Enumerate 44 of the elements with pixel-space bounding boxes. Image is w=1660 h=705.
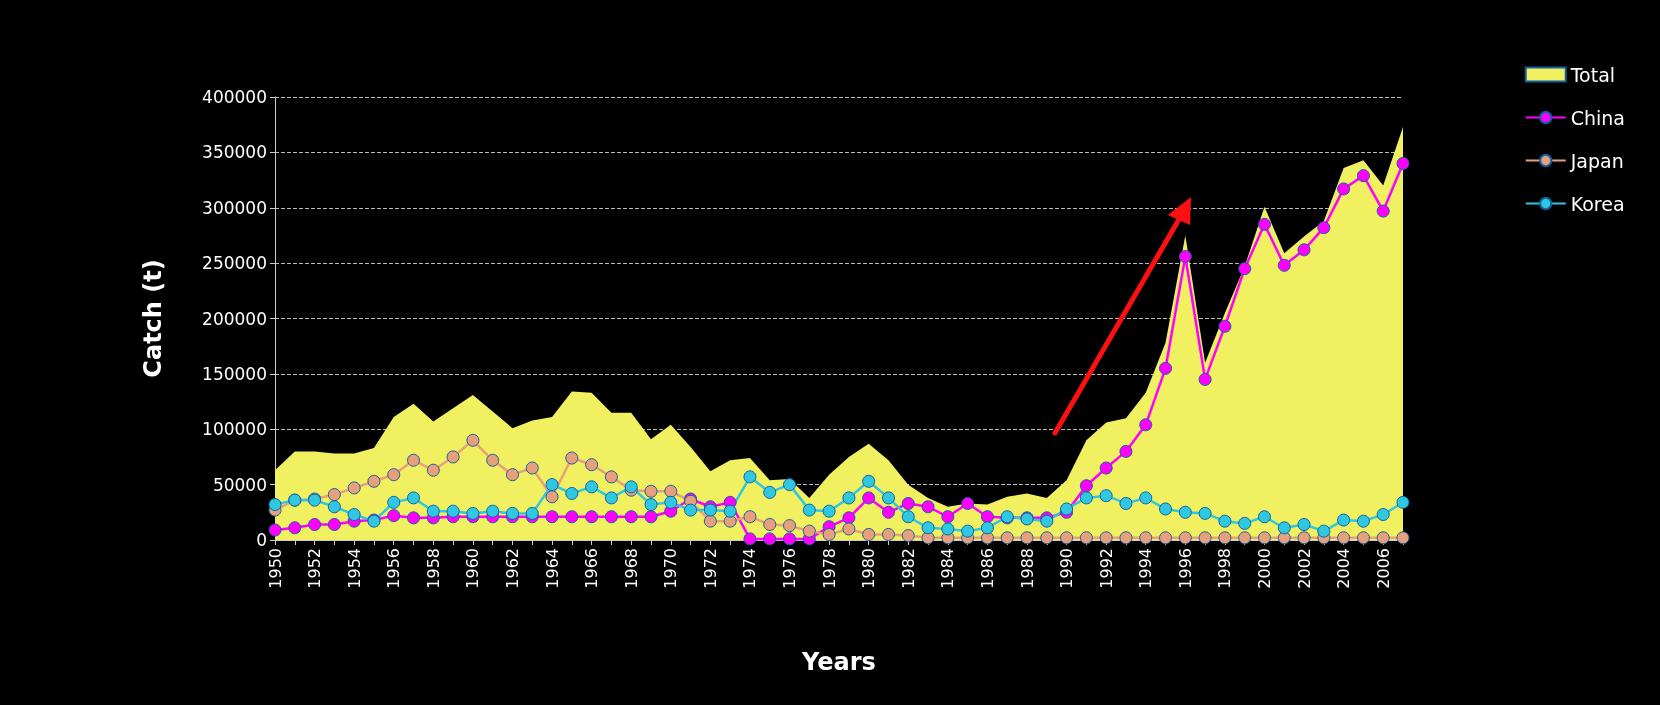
y-tick-label: 0 [256, 530, 267, 550]
x-tick-label: 1976 [780, 548, 800, 589]
x-tick-label: 1952 [305, 548, 325, 589]
x-tick-label: 1968 [621, 548, 641, 589]
x-tick-label: 1980 [859, 548, 879, 589]
x-tick-label: 2002 [1294, 548, 1314, 589]
x-tick-label: 1974 [740, 548, 760, 589]
x-tick-label: 1960 [463, 548, 483, 589]
x-tick-label: 1996 [1175, 548, 1195, 589]
x-axis-title: Years [801, 648, 876, 676]
x-tick-label: 1962 [502, 548, 522, 589]
x-tick-label: 1972 [700, 548, 720, 589]
x-tick-label: 1990 [1057, 548, 1077, 589]
x-tick-label: 1958 [423, 548, 443, 589]
x-tick-label: 2006 [1373, 548, 1393, 589]
x-tick-label: 1950 [265, 548, 285, 589]
x-tick-label: 1994 [1136, 548, 1156, 589]
y-tick-label: 50000 [212, 474, 267, 495]
x-tick-label: 1986 [977, 548, 997, 589]
y-tick-label: 250000 [202, 253, 267, 274]
x-tick-label: 1964 [542, 548, 562, 589]
x-tick-label: 1982 [898, 548, 918, 589]
x-tick-label: 2000 [1254, 548, 1274, 589]
x-tick-label: 1966 [582, 548, 602, 589]
x-tick-label: 1956 [384, 548, 404, 589]
y-tick-label: 150000 [202, 363, 267, 384]
x-tick-label: 1970 [661, 548, 681, 589]
x-tick-label: 1998 [1215, 548, 1235, 589]
legend-label: Total [1569, 63, 1616, 86]
y-axis-title: Catch (t) [139, 259, 167, 378]
legend-label: Korea [1570, 192, 1625, 215]
x-tick-label: 1978 [819, 548, 839, 589]
x-tick-label: 1988 [1017, 548, 1037, 589]
legend-label: China [1570, 106, 1626, 129]
x-tick-label: 2004 [1334, 548, 1354, 589]
y-tick-label: 300000 [202, 197, 267, 218]
x-tick-label: 1992 [1096, 548, 1116, 589]
y-tick-label: 100000 [202, 419, 267, 440]
x-tick-label: 1954 [344, 548, 364, 589]
x-tick-label: 1984 [938, 548, 958, 589]
y-tick-label: 200000 [202, 308, 267, 329]
legend-label: Japan [1569, 149, 1624, 172]
y-tick-label: 350000 [202, 142, 267, 163]
y-tick-label: 400000 [202, 87, 267, 107]
